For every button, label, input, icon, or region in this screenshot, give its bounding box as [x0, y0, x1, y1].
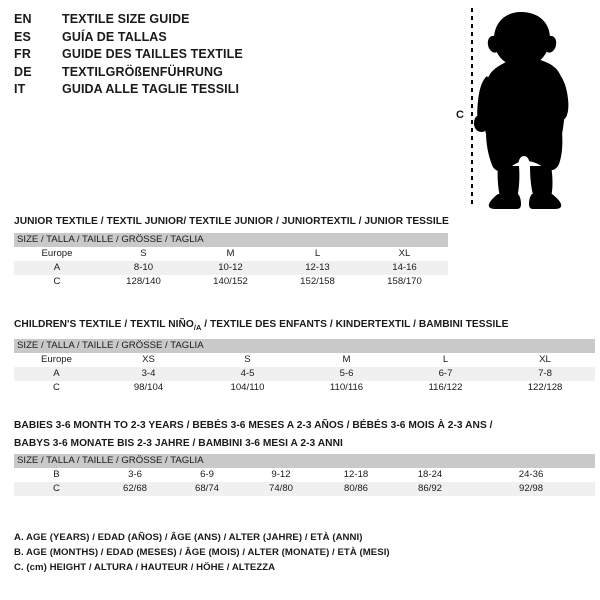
language-code-it: IT: [14, 82, 26, 96]
language-title-en: TEXTILE SIZE GUIDE: [62, 12, 190, 26]
babies-cell-c-3: 80/86: [319, 482, 393, 496]
children-title-pre: CHILDREN'S TEXTILE / TEXTIL NIÑO: [14, 319, 194, 330]
children-cell-europe-2: M: [297, 352, 396, 367]
table-row: A 3-4 4-5 5-6 6-7 7-8: [14, 366, 596, 381]
babies-cell-c-0: 62/68: [99, 482, 171, 496]
junior-table-header-row: SIZE / TALLA / TAILLE / GRÖSSE / TAGLIA: [14, 232, 449, 247]
junior-table-header-label: SIZE / TALLA / TAILLE / GRÖSSE / TAGLIA: [14, 232, 449, 247]
children-cell-c-4: 122/128: [495, 380, 596, 395]
children-cell-europe-0: XS: [99, 352, 198, 367]
children-row-label-europe: Europe: [14, 352, 99, 367]
legend: A. AGE (YEARS) / EDAD (AÑOS) / ÂGE (ANS)…: [14, 530, 474, 575]
babies-cell-b-2: 9-12: [243, 468, 319, 482]
language-row-en: EN TEXTILE SIZE GUIDE: [14, 12, 434, 30]
babies-cell-b-5: 24-36: [467, 468, 596, 482]
babies-table-header-label: SIZE / TALLA / TAILLE / GRÖSSE / TAGLIA: [14, 454, 596, 468]
junior-cell-a-3: 14-16: [361, 260, 449, 275]
junior-textile-section: JUNIOR TEXTILE / TEXTIL JUNIOR/ TEXTILE …: [14, 215, 449, 289]
legend-line-a: A. AGE (YEARS) / EDAD (AÑOS) / ÂGE (ANS)…: [14, 532, 363, 543]
children-table-header-row: SIZE / TALLA / TAILLE / GRÖSSE / TAGLIA: [14, 338, 596, 353]
junior-cell-c-3: 158/170: [361, 274, 449, 289]
children-cell-c-2: 110/116: [297, 380, 396, 395]
babies-textile-section: BABIES 3-6 MONTH TO 2-3 YEARS / BEBÉS 3-…: [14, 419, 596, 496]
children-title-post: / TEXTILE DES ENFANTS / KINDERTEXTIL / B…: [201, 319, 509, 330]
language-row-it: IT GUIDA ALLE TAGLIE TESSILI: [14, 82, 434, 100]
children-cell-europe-1: S: [198, 352, 297, 367]
table-row: B 3-6 6-9 9-12 12-18 18-24 24-36: [14, 468, 596, 482]
junior-table-title: JUNIOR TEXTILE / TEXTIL JUNIOR/ TEXTILE …: [14, 216, 449, 227]
children-cell-c-1: 104/110: [198, 380, 297, 395]
children-cell-europe-4: XL: [495, 352, 596, 367]
babies-cell-b-4: 18-24: [393, 468, 467, 482]
children-cell-a-4: 7-8: [495, 366, 596, 381]
table-row: Europe XS S M L XL: [14, 352, 596, 367]
table-row: A 8-10 10-12 12-13 14-16: [14, 260, 449, 275]
junior-cell-europe-2: L: [274, 246, 361, 261]
children-cell-a-2: 5-6: [297, 366, 396, 381]
junior-cell-c-0: 128/140: [100, 274, 187, 289]
babies-cell-c-5: 92/98: [467, 482, 596, 496]
babies-cell-b-3: 12-18: [319, 468, 393, 482]
junior-cell-europe-0: S: [100, 246, 187, 261]
height-measurement-figure: C: [440, 4, 600, 212]
language-title-de: TEXTILGRÖßENFÜHRUNG: [62, 64, 223, 79]
table-row: C 62/68 68/74 74/80 80/86 86/92 92/98: [14, 482, 596, 496]
children-table-title: CHILDREN'S TEXTILE / TEXTIL NIÑO/A / TEX…: [14, 318, 595, 335]
junior-size-table: SIZE / TALLA / TAILLE / GRÖSSE / TAGLIA …: [14, 232, 449, 289]
junior-row-label-europe: Europe: [14, 246, 100, 261]
table-row: C 128/140 140/152 152/158 158/170: [14, 274, 449, 289]
language-title-es: GUÍA DE TALLAS: [62, 29, 167, 44]
language-title-it: GUIDA ALLE TAGLIE TESSILI: [62, 82, 240, 96]
toddler-body-shape: [473, 12, 569, 209]
babies-table-title-line1: BABIES 3-6 MONTH TO 2-3 YEARS / BEBÉS 3-…: [14, 420, 493, 431]
junior-cell-europe-1: M: [187, 246, 274, 261]
babies-cell-b-0: 3-6: [99, 468, 171, 482]
language-row-fr: FR GUIDE DES TAILLES TEXTILE: [14, 47, 434, 65]
table-row: Europe S M L XL: [14, 246, 449, 261]
language-row-de: DE TEXTILGRÖßENFÜHRUNG: [14, 65, 434, 83]
children-title-subscript: /A: [193, 323, 202, 333]
junior-cell-europe-3: XL: [361, 246, 449, 261]
children-cell-a-0: 3-4: [99, 366, 198, 381]
babies-row-label-c: C: [14, 482, 99, 496]
children-cell-europe-3: L: [396, 352, 495, 367]
babies-cell-c-2: 74/80: [243, 482, 319, 496]
junior-cell-a-0: 8-10: [100, 260, 187, 275]
table-row: C 98/104 104/110 110/116 116/122 122/128: [14, 380, 596, 395]
children-cell-c-3: 116/122: [396, 380, 495, 395]
babies-cell-b-1: 6-9: [171, 468, 243, 482]
legend-line-c: C. (cm) HEIGHT / ALTURA / HAUTEUR / HÖHE…: [14, 562, 276, 573]
junior-cell-c-1: 140/152: [187, 274, 274, 289]
junior-row-label-c: C: [14, 274, 100, 289]
junior-row-label-a: A: [14, 260, 100, 275]
language-title-fr: GUIDE DES TAILLES TEXTILE: [62, 47, 243, 61]
children-textile-section: CHILDREN'S TEXTILE / TEXTIL NIÑO/A / TEX…: [14, 318, 596, 395]
babies-cell-c-1: 68/74: [171, 482, 243, 496]
height-marker-label: C: [456, 109, 464, 121]
babies-cell-c-4: 86/92: [393, 482, 467, 496]
language-code-de: DE: [14, 64, 32, 79]
children-row-label-c: C: [14, 380, 99, 395]
legend-line-b: B. AGE (MONTHS) / EDAD (MESES) / ÂGE (MO…: [14, 547, 390, 558]
junior-cell-c-2: 152/158: [274, 274, 361, 289]
language-code-es: ES: [14, 29, 32, 44]
children-cell-a-1: 4-5: [198, 366, 297, 381]
junior-cell-a-1: 10-12: [187, 260, 274, 275]
language-title-list: EN TEXTILE SIZE GUIDE ES GUÍA DE TALLAS …: [14, 12, 434, 100]
toddler-silhouette-icon: [471, 8, 569, 209]
babies-table-title-line2: BABYS 3-6 MONATE BIS 2-3 JAHRE / BAMBINI…: [14, 437, 343, 449]
language-row-es: ES GUÍA DE TALLAS: [14, 30, 434, 48]
children-table-header-label: SIZE / TALLA / TAILLE / GRÖSSE / TAGLIA: [14, 338, 596, 353]
language-code-en: EN: [14, 12, 32, 26]
junior-cell-a-2: 12-13: [274, 260, 361, 275]
language-code-fr: FR: [14, 47, 32, 61]
babies-row-label-b: B: [14, 468, 99, 482]
children-cell-c-0: 98/104: [99, 380, 198, 395]
children-cell-a-3: 6-7: [396, 366, 495, 381]
babies-size-table: SIZE / TALLA / TAILLE / GRÖSSE / TAGLIA …: [14, 454, 596, 496]
children-size-table: SIZE / TALLA / TAILLE / GRÖSSE / TAGLIA …: [14, 338, 596, 395]
children-row-label-a: A: [14, 366, 99, 381]
babies-table-header-row: SIZE / TALLA / TAILLE / GRÖSSE / TAGLIA: [14, 454, 596, 468]
